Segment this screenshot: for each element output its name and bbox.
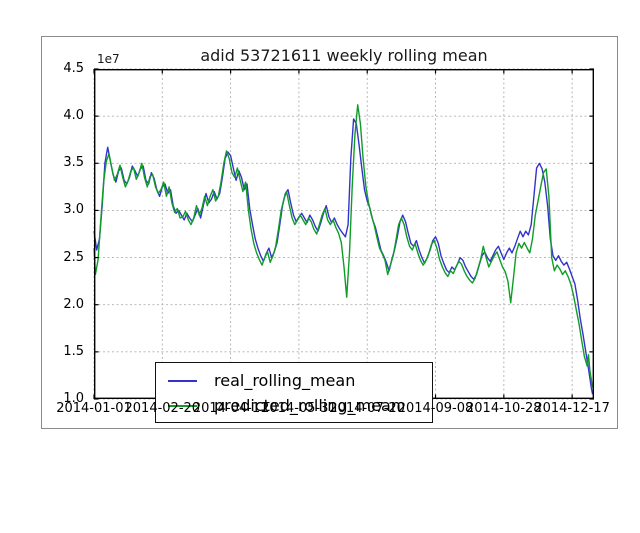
y-axis-tick-labels: 1.0 1.5 2.0 2.5 3.0 3.5 4.0 4.5	[42, 61, 89, 406]
chart-title: adid 53721611 weekly rolling mean	[200, 46, 488, 65]
plot-area: real_rolling_mean predicted_rolling_mean	[93, 68, 595, 423]
legend-line-swatch	[168, 379, 197, 382]
legend-label: predicted_rolling_mean	[214, 396, 401, 415]
x-tick-label: 2014-01-01	[56, 401, 132, 416]
x-tick-label: 2014-05-31	[261, 401, 337, 416]
y-tick-label: 3.5	[63, 155, 84, 171]
y-axis-offset-label: 1e7	[97, 52, 120, 66]
legend-entry: predicted_rolling_mean	[156, 393, 432, 418]
x-tick-label: 2014-04-11	[192, 401, 269, 416]
legend-label: real_rolling_mean	[214, 371, 356, 390]
x-tick-label: 2014-12-17	[534, 401, 610, 416]
y-tick-label: 2.5	[63, 249, 84, 265]
figure-frame: adid 53721611 weekly rolling mean 1e7 1.…	[41, 36, 618, 429]
x-tick-label: 2014-02-20	[124, 401, 201, 416]
x-tick-label: 2014-09-08	[397, 401, 474, 416]
y-tick-label: 1.0	[63, 391, 84, 406]
y-tick-label: 4.5	[63, 61, 84, 76]
y-tick-label: 3.0	[63, 202, 84, 218]
legend: real_rolling_mean predicted_rolling_mean	[155, 362, 433, 423]
legend-line-swatch	[168, 404, 197, 407]
y-tick-label: 4.0	[63, 108, 84, 124]
x-tick-label: 2014-07-20	[329, 401, 405, 416]
legend-entry: real_rolling_mean	[156, 368, 432, 393]
plot-svg	[93, 68, 595, 400]
y-tick-label: 2.0	[63, 296, 84, 312]
y-tick-label: 1.5	[63, 343, 84, 359]
x-tick-label: 2014-10-28	[466, 401, 542, 416]
x-axis-tick-labels: 2014-01-01 2014-02-20 2014-04-11 2014-05-31…	[56, 401, 610, 419]
